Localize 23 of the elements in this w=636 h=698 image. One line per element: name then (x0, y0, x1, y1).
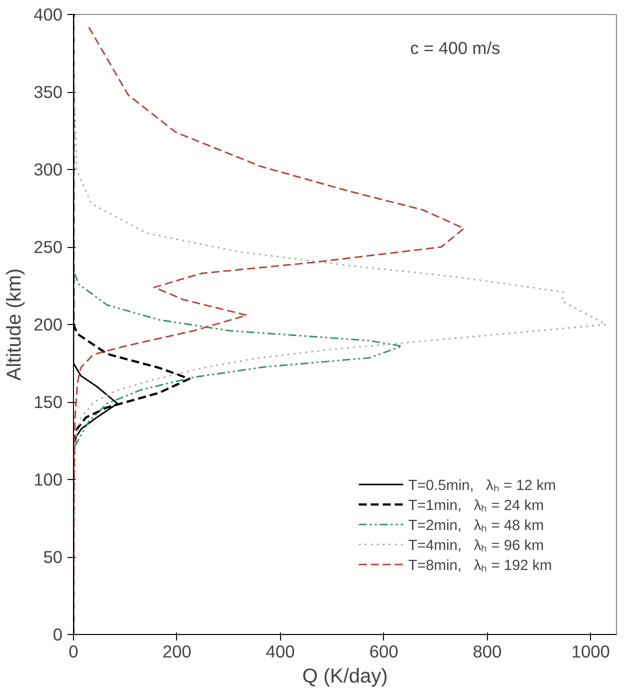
annotation: c = 400 m/s (410, 38, 501, 58)
y-tick-label: 0 (52, 624, 63, 644)
legend-label: T=4min, λₕ = 96 km (408, 537, 544, 554)
x-tick-label: 800 (472, 642, 502, 662)
y-tick-label: 350 (34, 82, 63, 102)
x-tick-label: 1000 (571, 642, 610, 662)
y-tick-label: 300 (34, 160, 63, 180)
x-tick-label: 400 (266, 642, 295, 662)
legend-label: T=8min, λₕ = 192 km (408, 557, 552, 574)
x-tick-label: 200 (162, 642, 192, 662)
y-tick-label: 250 (34, 237, 63, 257)
x-tick-label: 600 (369, 642, 398, 662)
legend-label: T=2min, λₕ = 48 km (408, 517, 544, 534)
y-tick-label: 400 (34, 4, 63, 24)
y-tick-label: 150 (34, 392, 63, 412)
y-tick-label: 50 (43, 547, 63, 567)
legend-label: T=1min, λₕ = 24 km (408, 497, 544, 514)
y-tick-label: 200 (34, 314, 63, 334)
legend-label: T=0.5min, λₕ = 12 km (408, 477, 556, 494)
y-axis-title: Altitude (km) (4, 268, 26, 381)
y-tick-label: 100 (34, 470, 63, 490)
x-axis-title: Q (K/day) (302, 666, 388, 688)
x-tick-label: 0 (68, 642, 78, 662)
